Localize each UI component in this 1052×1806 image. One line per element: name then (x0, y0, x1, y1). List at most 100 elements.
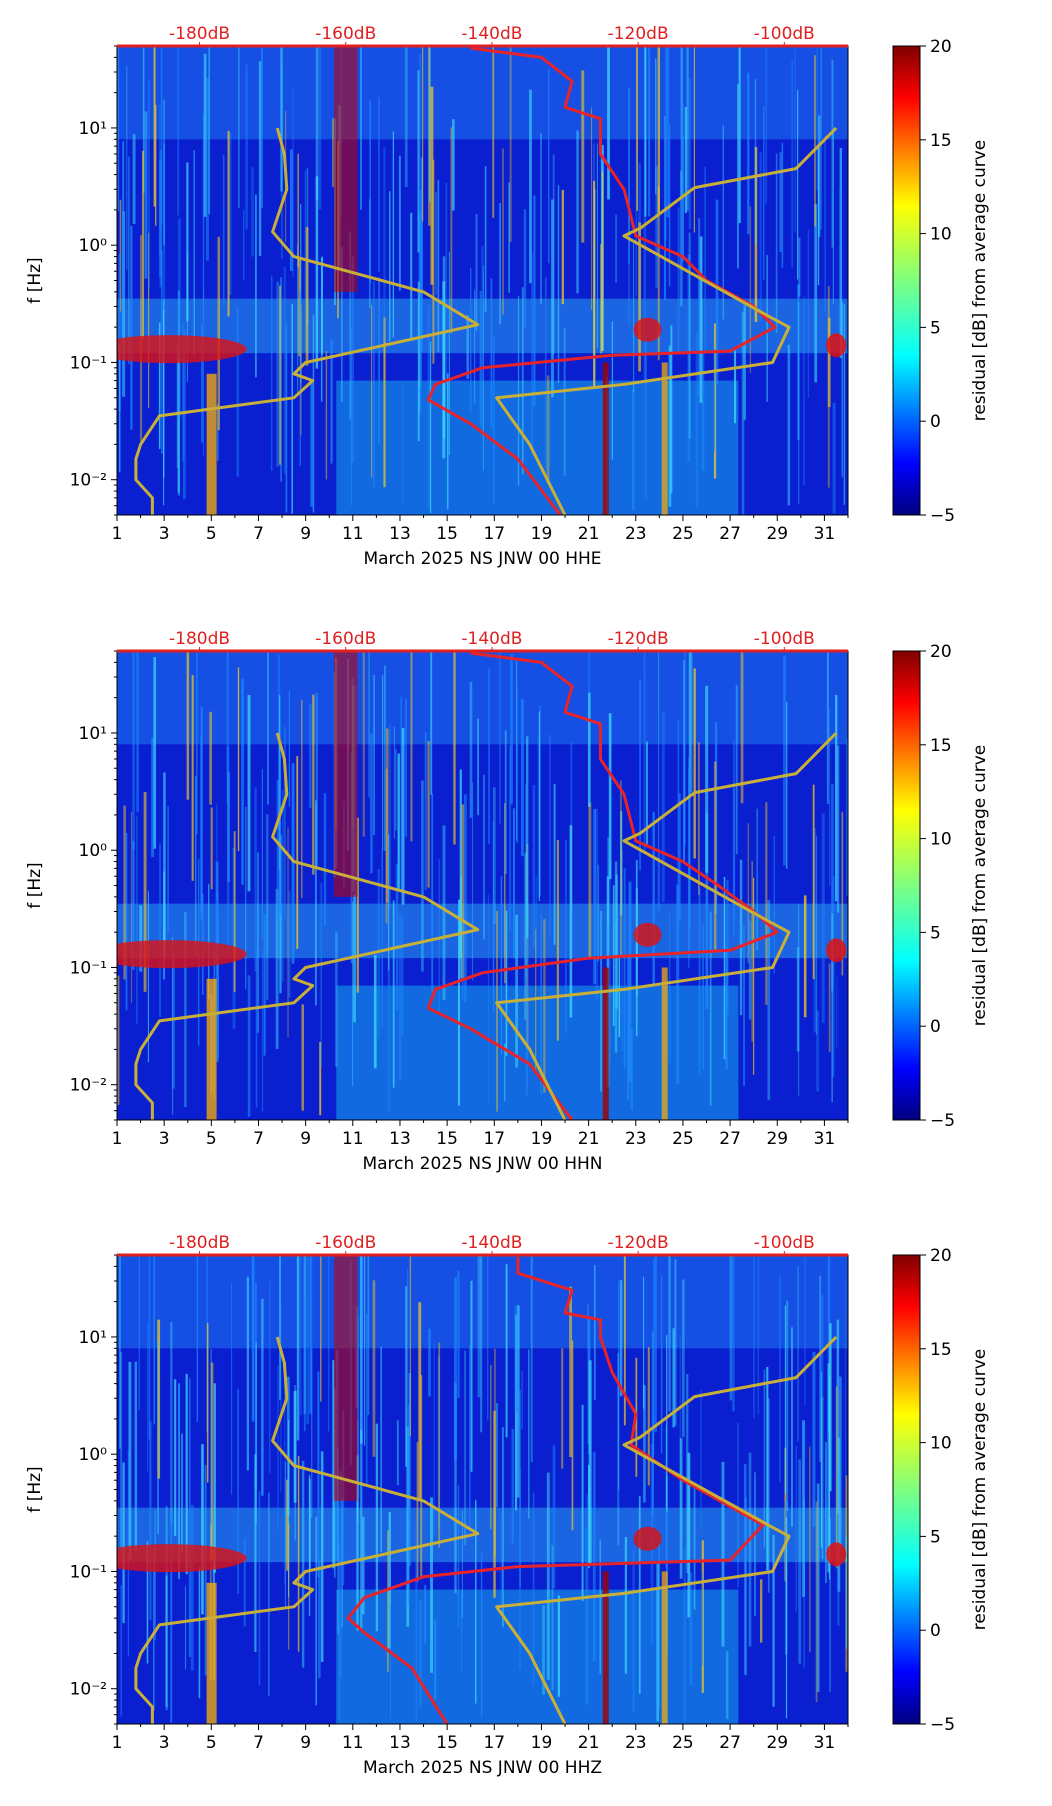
x-tick-label: 17 (483, 1129, 505, 1149)
x-tick-label: 1 (112, 1733, 123, 1753)
panel-2: 1 3 5 7 9 11 13 15 17 19 21 23 25 27 29 3110⁻²10⁻¹10⁰10… (25, 629, 990, 1174)
x-tick-label: 9 (300, 1733, 311, 1753)
x-tick-label: 25 (672, 524, 694, 544)
panel-1: 1 3 5 7 9 11 13 15 17 19 21 23 25 27 29 3110⁻²10⁻¹10⁰10… (25, 24, 990, 569)
x-tick-label: 5 (206, 524, 217, 544)
x-tick-label: 19 (531, 1733, 553, 1753)
curve-noise-model (134, 732, 480, 1120)
x-tick-label: 1 (112, 1129, 123, 1149)
top-db-label: -140dB (461, 1233, 522, 1253)
top-db-label: -180dB (169, 24, 230, 44)
top-db-label: -100dB (754, 629, 815, 649)
curve-average-curve (426, 651, 779, 1120)
x-tick-label: 13 (389, 1129, 411, 1149)
colorbar-tick-label: 10 (930, 830, 952, 850)
colorbar (892, 1254, 921, 1725)
x-tick-label: 1 (112, 524, 123, 544)
colorbar-tick-label: 10 (930, 1434, 952, 1454)
curve-high-noise-model (495, 1335, 838, 1724)
x-tick-label: 15 (436, 1129, 458, 1149)
y-tick-label: 10¹ (79, 1328, 107, 1348)
top-db-label: -100dB (754, 1233, 815, 1253)
y-tick-label: 10⁻¹ (70, 353, 107, 373)
top-db-label: -180dB (169, 629, 230, 649)
y-tick-label: 10⁰ (79, 236, 108, 256)
colorbar-tick-label: 10 (930, 225, 952, 245)
x-tick-label: 23 (625, 1733, 647, 1753)
x-tick-label: 13 (389, 524, 411, 544)
spectrogram-texture (117, 46, 848, 515)
y-tick-label: 10⁻² (70, 1680, 107, 1700)
x-tick-label: 31 (814, 1733, 836, 1753)
x-axis-label: March 2025 NS JNW 00 HHN (362, 1154, 602, 1174)
y-axis-label: f [Hz] (25, 862, 45, 908)
x-tick-label: 17 (483, 524, 505, 544)
curve-high-noise-model (495, 126, 838, 515)
x-tick-label: 25 (672, 1129, 694, 1149)
colorbar-tick-label: −5 (930, 1715, 955, 1735)
x-tick-label: 21 (578, 1733, 600, 1753)
colorbar-tick-label: 5 (930, 1527, 941, 1547)
colorbar-tick-label: −5 (930, 1111, 955, 1131)
curve-average-curve (346, 1257, 765, 1724)
colorbar-tick-label: 5 (930, 923, 941, 943)
colorbar (892, 45, 921, 516)
colorbar-tick-label: 20 (930, 37, 952, 57)
top-db-label: -120dB (608, 1233, 669, 1253)
x-tick-label: 23 (625, 524, 647, 544)
x-tick-label: 31 (814, 1129, 836, 1149)
top-db-label: -160dB (315, 24, 376, 44)
colorbar-tick-label: 5 (930, 318, 941, 338)
x-tick-label: 21 (578, 1129, 600, 1149)
x-tick-label: 27 (719, 524, 741, 544)
top-db-label: -140dB (461, 24, 522, 44)
colorbar-tick-label: 15 (930, 131, 952, 151)
y-tick-label: 10⁰ (79, 1445, 108, 1465)
x-tick-label: 19 (531, 1129, 553, 1149)
x-tick-label: 21 (578, 524, 600, 544)
panel-3: 1 3 5 7 9 11 13 15 17 19 21 23 25 27 29 3110⁻²10⁻¹10⁰10… (25, 1233, 990, 1778)
y-tick-label: 10⁻¹ (70, 958, 107, 978)
colorbar-label: residual [dB] from average curve (970, 140, 990, 421)
x-tick-label: 31 (814, 524, 836, 544)
colorbar-tick-label: 0 (930, 412, 941, 432)
x-tick-label: 3 (159, 524, 170, 544)
colorbar-tick-label: 15 (930, 736, 952, 756)
spectrogram-texture (117, 1255, 848, 1724)
colorbar-tick-label: 0 (930, 1017, 941, 1037)
curve-high-noise-model (495, 731, 838, 1120)
x-tick-label: 9 (300, 524, 311, 544)
x-tick-label: 29 (766, 1129, 788, 1149)
y-tick-label: 10⁰ (79, 841, 108, 861)
x-tick-label: 27 (719, 1129, 741, 1149)
colorbar-label: residual [dB] from average curve (970, 1349, 990, 1630)
x-tick-label: 23 (625, 1129, 647, 1149)
x-axis-label: March 2025 NS JNW 00 HHZ (363, 1758, 602, 1778)
top-db-label: -120dB (608, 629, 669, 649)
y-tick-label: 10⁻¹ (70, 1562, 107, 1582)
x-tick-label: 15 (436, 524, 458, 544)
top-db-label: -100dB (754, 24, 815, 44)
curve-noise-model (134, 127, 480, 515)
x-tick-label: 13 (389, 1733, 411, 1753)
curve-noise-model (134, 1336, 480, 1724)
colorbar-label: residual [dB] from average curve (970, 745, 990, 1026)
x-tick-label: 19 (531, 524, 553, 544)
x-tick-label: 15 (436, 1733, 458, 1753)
x-tick-label: 29 (766, 524, 788, 544)
y-tick-label: 10⁻² (70, 471, 107, 491)
colorbar-tick-label: 0 (930, 1621, 941, 1641)
colorbar-tick-label: 20 (930, 642, 952, 662)
colorbar-tick-label: 15 (930, 1340, 952, 1360)
x-tick-label: 11 (342, 1733, 364, 1753)
y-axis-label: f [Hz] (25, 1466, 45, 1512)
x-tick-label: 11 (342, 524, 364, 544)
top-db-label: -140dB (461, 629, 522, 649)
colorbar-tick-label: −5 (930, 506, 955, 526)
x-axis-label: March 2025 NS JNW 00 HHE (363, 549, 601, 569)
y-axis-label: f [Hz] (25, 257, 45, 303)
colorbar-tick-label: 20 (930, 1246, 952, 1266)
x-tick-label: 27 (719, 1733, 741, 1753)
top-db-label: -160dB (315, 1233, 376, 1253)
x-tick-label: 3 (159, 1733, 170, 1753)
